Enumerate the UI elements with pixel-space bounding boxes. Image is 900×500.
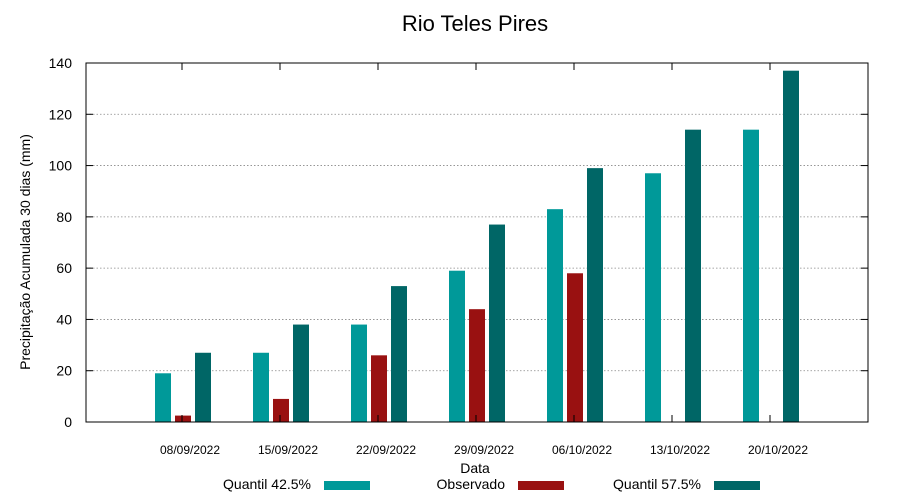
legend-swatch [714, 481, 760, 490]
x-tick-label: 08/09/2022 [160, 443, 220, 457]
bar [351, 324, 367, 422]
x-tick-label: 06/10/2022 [552, 443, 612, 457]
bar [273, 398, 289, 422]
bar [253, 352, 269, 422]
y-tick-label: 140 [49, 55, 73, 71]
axes: 0 20 40 60 80 100 120 140 08/09/2022 15/09/2022 22… [49, 55, 868, 457]
bar [449, 270, 465, 422]
bar [175, 415, 191, 422]
bar [469, 309, 485, 422]
x-tick-label: 20/10/2022 [748, 443, 808, 457]
bar [567, 273, 583, 422]
legend-swatch [324, 481, 370, 490]
y-tick-label: 100 [49, 158, 73, 174]
legend-label: Observado [437, 476, 506, 492]
x-tick-label: 15/09/2022 [258, 443, 318, 457]
y-tick-label: 120 [49, 106, 73, 122]
bar [743, 129, 759, 422]
bar [547, 209, 563, 422]
bar [645, 173, 661, 422]
x-tick-label: 29/09/2022 [454, 443, 514, 457]
x-axis-label: Data [460, 460, 490, 476]
x-tick-label: 13/10/2022 [650, 443, 710, 457]
bar [587, 168, 603, 422]
y-tick-label: 20 [56, 363, 72, 379]
bar [685, 129, 701, 422]
chart-title: Rio Teles Pires [402, 11, 548, 36]
y-tick-label: 80 [56, 209, 72, 225]
legend-swatch [518, 481, 564, 490]
bar [293, 324, 309, 422]
y-tick-label: 0 [64, 414, 72, 430]
bar [783, 70, 799, 422]
plot-frame [85, 62, 869, 423]
bar [195, 352, 211, 422]
y-tick-label: 60 [56, 260, 72, 276]
y-axis-label: Precipitação Acumulada 30 dias (mm) [17, 134, 33, 370]
legend-label: Quantil 42.5% [223, 476, 311, 492]
bar [371, 355, 387, 422]
legend-label: Quantil 57.5% [613, 476, 701, 492]
bar [391, 286, 407, 422]
bar [155, 373, 171, 422]
grid [86, 113, 868, 372]
y-tick-label: 40 [56, 311, 72, 327]
x-tick-label: 22/09/2022 [356, 443, 416, 457]
legend: Quantil 42.5% Observado Quantil 57.5% [223, 476, 760, 492]
bars [155, 70, 799, 422]
bar [489, 224, 505, 422]
